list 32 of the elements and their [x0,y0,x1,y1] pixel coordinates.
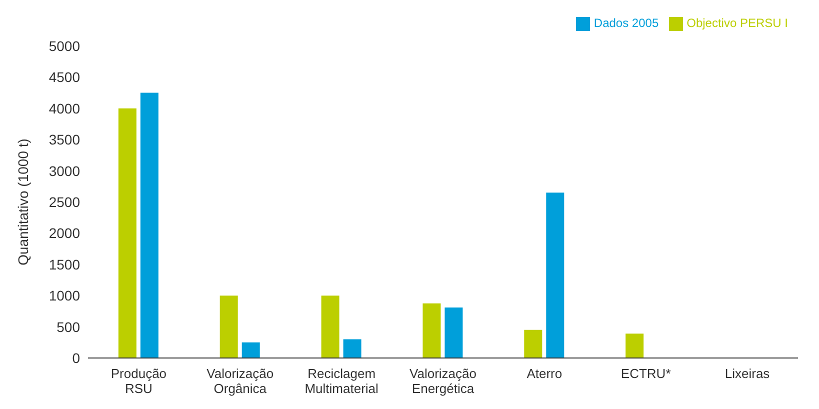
y-tick-label: 1500 [48,256,80,272]
bar [140,92,158,358]
y-tick-label: 5000 [48,38,80,54]
bar [444,307,463,358]
bar [242,342,260,358]
legend-label: Dados 2005 [594,16,659,30]
y-tick-label: 4000 [48,100,80,116]
bar [220,296,238,358]
x-tick-label: ECTRU* [620,366,671,381]
y-tick-label: 2500 [48,194,80,210]
y-tick-label: 3000 [48,162,80,179]
y-tick-label: 2000 [48,225,80,242]
y-tick-label: 1000 [48,288,80,304]
y-tick-label: 3500 [48,132,80,148]
bar [626,334,644,358]
y-axis-title: Quantitativo (1000 t) [14,138,31,266]
y-tick-label: 4500 [48,69,80,86]
bar [343,339,362,358]
x-tick-label: Valorização Orgânica [206,366,274,396]
x-tick-label: Lixeiras [724,366,770,381]
bar [118,108,136,358]
y-tick-label: 500 [56,318,80,335]
bar [321,296,340,358]
bar [524,330,542,358]
legend-label: Objectivo PERSU I [686,16,788,30]
bar [422,303,441,358]
x-tick-label: Aterro [526,366,562,381]
bar [546,192,564,358]
x-tick-label: Reciclagem Multimaterial [304,366,379,396]
x-tick-label: Produção RSU [110,366,167,396]
x-tick-label: Valorização Energética [410,366,476,396]
y-tick-label: 0 [72,350,80,366]
